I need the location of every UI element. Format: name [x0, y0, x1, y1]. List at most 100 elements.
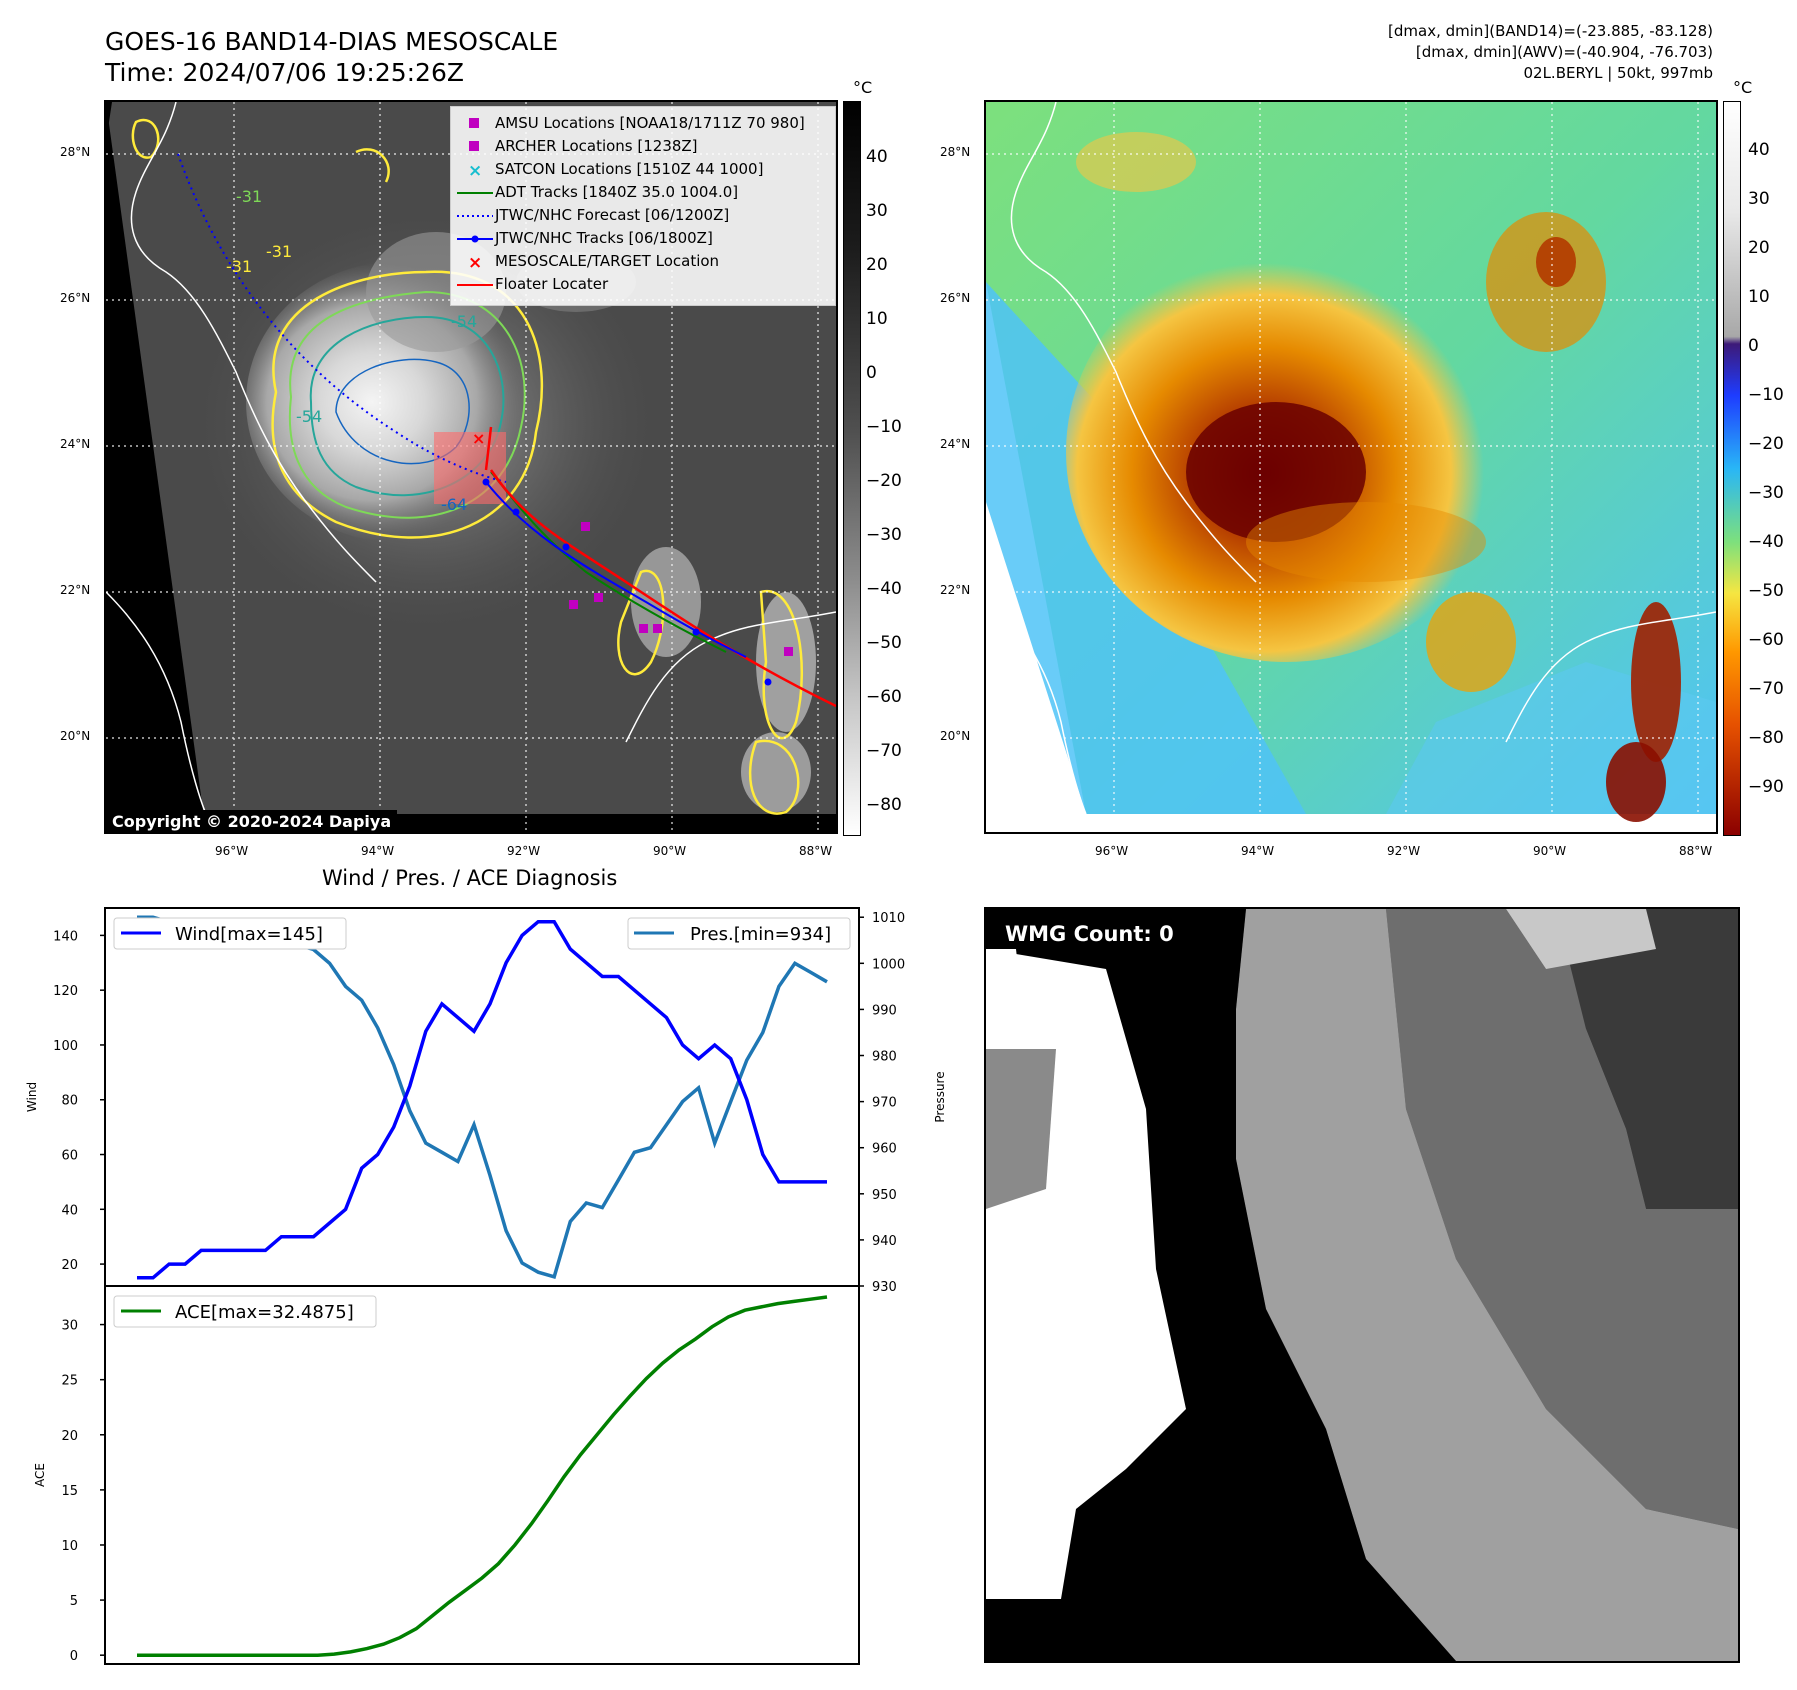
lat-label: 24°N: [940, 437, 971, 451]
wind-legend-label: Wind[max=145]: [175, 924, 323, 945]
ir-colorbar-tick: 30: [866, 201, 888, 221]
wv-colorbar-tick: −30: [1748, 483, 1784, 503]
ir-colorbar-tick: −70: [866, 741, 902, 761]
pressure-axis-label: Pressure: [933, 1071, 947, 1122]
pressure-axis-tick-label: 950: [872, 1188, 897, 1203]
contour-label: -64: [441, 495, 467, 514]
contour-label: -54: [451, 312, 477, 331]
ace-axis-tick-label: 15: [61, 1484, 78, 1499]
lat-label: 20°N: [60, 729, 91, 743]
wv-colorbar-tick: 20: [1748, 238, 1770, 258]
wind-pres-ace-chart: 2040608010012014093094095096097098099010…: [25, 907, 947, 1665]
ace-axis-tick-label: 0: [70, 1649, 78, 1664]
lon-label: 92°W: [1387, 844, 1421, 858]
ace-axis-tick-label: 30: [61, 1319, 78, 1334]
svg-text:×: ×: [468, 161, 482, 180]
wind-axis-tick-label: 100: [53, 1039, 78, 1054]
ir-colorbar-tick: 40: [866, 147, 888, 167]
legend-label: Floater Locater: [495, 275, 609, 293]
wv-colorbar-tick: 40: [1748, 140, 1770, 160]
wv-colorbar-tick: −90: [1748, 777, 1784, 797]
lon-label: 94°W: [1241, 844, 1275, 858]
ace-legend-label: ACE[max=32.4875]: [175, 1302, 354, 1323]
ace-series-line: [137, 1295, 828, 1657]
title-line-2: Time: 2024/07/06 19:25:26Z: [105, 58, 464, 87]
wv-map-image: [986, 102, 1716, 832]
contour-label: -54: [296, 407, 322, 426]
pressure-axis-tick-label: 980: [872, 1050, 897, 1065]
lon-label: 92°W: [507, 844, 541, 858]
ir-colorbar-tick: −10: [866, 417, 902, 437]
pressure-legend: Pres.[min=934]: [627, 917, 851, 950]
ir-colorbar-tick: −20: [866, 471, 902, 491]
wind-axis-tick-label: 60: [61, 1149, 78, 1164]
ace-axis-tick-label: 5: [70, 1594, 78, 1609]
pressure-axis-tick-label: 990: [872, 1003, 897, 1018]
pressure-legend-label: Pres.[min=934]: [690, 924, 831, 945]
title-line-1: GOES-16 BAND14-DIAS MESOSCALE: [105, 27, 559, 56]
lon-label: 88°W: [1679, 844, 1713, 858]
ir-colorbar: [843, 101, 861, 836]
ir-colorbar-tick: 10: [866, 309, 888, 329]
wind-axis-label: Wind: [25, 1082, 39, 1112]
contour-label: -31: [226, 257, 252, 276]
lat-label: 28°N: [60, 145, 91, 159]
legend-label: JTWC/NHC Forecast [06/1200Z]: [495, 206, 730, 224]
svg-text:×: ×: [472, 429, 485, 448]
wmg-image: [986, 909, 1738, 1661]
ace-legend: ACE[max=32.4875]: [113, 1295, 377, 1328]
legend-label: AMSU Locations [NOAA18/1711Z 70 980]: [495, 114, 805, 132]
contour-label: -31: [236, 187, 262, 206]
lat-label: 26°N: [940, 291, 971, 305]
ir-colorbar-unit: °C: [853, 78, 873, 97]
lon-label: 90°W: [653, 844, 687, 858]
wv-colorbar-tick: −60: [1748, 630, 1784, 650]
wv-colorbar-tick: 30: [1748, 189, 1770, 209]
diagnosis-title: Wind / Pres. / ACE Diagnosis: [322, 866, 618, 890]
dmax-awv-text: [dmax, dmin](AWV)=(-40.904, -76.703): [1415, 43, 1713, 61]
wv-colorbar-tick: −80: [1748, 728, 1784, 748]
wind-legend: Wind[max=145]: [113, 917, 347, 950]
ir-colorbar-tick: −30: [866, 525, 902, 545]
pressure-axis-tick-label: 960: [872, 1142, 897, 1157]
contour-label: -31: [266, 242, 292, 261]
storm-info-text: 02L.BERYL | 50kt, 997mb: [1523, 64, 1713, 82]
pressure-axis-tick-label: 970: [872, 1096, 897, 1111]
legend-label: JTWC/NHC Tracks [06/1800Z]: [495, 229, 713, 247]
lon-label: 88°W: [799, 844, 833, 858]
pressure-axis-tick-label: 1000: [872, 957, 905, 972]
wv-colorbar: [1723, 101, 1741, 836]
legend-label: MESOSCALE/TARGET Location: [495, 252, 720, 270]
legend-label: SATCON Locations [1510Z 44 1000]: [495, 160, 764, 178]
ir-colorbar-tick: −60: [866, 687, 902, 707]
ir-colorbar-tick: −40: [866, 579, 902, 599]
ir-colorbar-tick: 0: [866, 363, 877, 383]
wv-colorbar-unit: °C: [1733, 78, 1753, 97]
lat-label: 24°N: [60, 437, 91, 451]
lon-label: 90°W: [1533, 844, 1567, 858]
lat-label: 22°N: [60, 583, 91, 597]
copyright-label: Copyright © 2020-2024 Dapiya: [106, 810, 398, 832]
wind-axis-tick-label: 120: [53, 984, 78, 999]
ir-colorbar-tick: 20: [866, 255, 888, 275]
lon-label: 96°W: [1095, 844, 1129, 858]
lat-label: 22°N: [940, 583, 971, 597]
wv-colorbar-tick: −50: [1748, 581, 1784, 601]
wv-colorbar-tick: −70: [1748, 679, 1784, 699]
lat-label: 26°N: [60, 291, 91, 305]
ace-plot-frame: [104, 1285, 860, 1665]
wind-series-line: [137, 919, 827, 1280]
ir-colorbar-tick: −50: [866, 633, 902, 653]
wind-axis-tick-label: 140: [53, 929, 78, 944]
lat-label: 28°N: [940, 145, 971, 159]
pressure-axis-tick-label: 1010: [872, 911, 905, 926]
wv-colorbar-tick: 0: [1748, 336, 1759, 356]
wv-colorbar-tick: 10: [1748, 287, 1770, 307]
ir-map-panel: × -31 -31 -54 -54 -31 -64 AMSU Locations…: [104, 100, 838, 834]
wv-map-panel: [984, 100, 1718, 834]
wmg-panel: WMG Count: 0: [984, 907, 1740, 1663]
legend-label: ADT Tracks [1840Z 35.0 1004.0]: [495, 183, 739, 201]
wind-axis-tick-label: 20: [61, 1258, 78, 1273]
lon-label: 96°W: [215, 844, 249, 858]
wv-colorbar-tick: −40: [1748, 532, 1784, 552]
